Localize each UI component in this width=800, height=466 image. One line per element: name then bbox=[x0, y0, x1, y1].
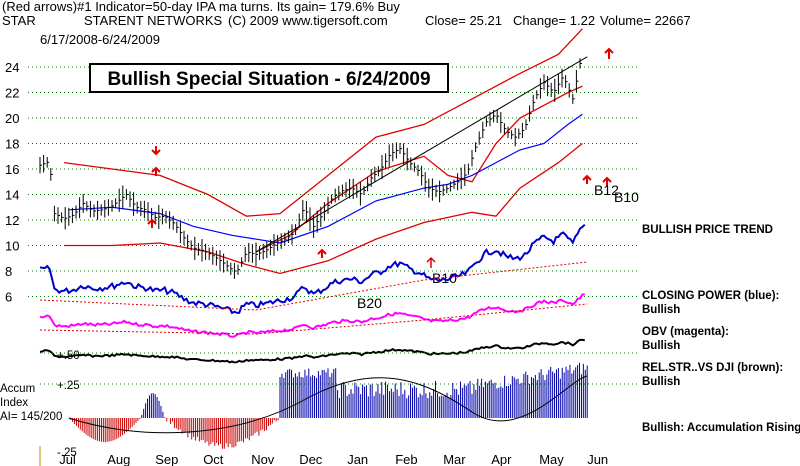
buy-arrow-icon bbox=[317, 248, 327, 258]
buy-arrow-icon bbox=[151, 166, 161, 176]
side-label: CLOSING POWER (blue): bbox=[642, 290, 779, 302]
accum-label: Index bbox=[0, 397, 28, 409]
lower-band-line bbox=[64, 142, 583, 275]
mid-band-line bbox=[255, 85, 583, 253]
side-label: REL.STR..VS DJI (brown): bbox=[642, 362, 783, 374]
header-change: Change= 1.22 bbox=[513, 13, 595, 28]
closing-power-ma-line bbox=[39, 261, 588, 311]
y-tick-label: 24 bbox=[5, 60, 19, 75]
obv-ma-line bbox=[39, 303, 588, 335]
obv-line bbox=[39, 293, 585, 338]
y-tick-label: 12 bbox=[5, 213, 19, 228]
accum-label: Accum bbox=[0, 383, 35, 395]
accum-tick-label: +.50 bbox=[57, 350, 80, 362]
y-tick-label: 14 bbox=[5, 188, 19, 203]
marker-icon bbox=[426, 256, 436, 268]
rel-strength-line bbox=[39, 338, 585, 364]
side-label: Bullish bbox=[642, 376, 680, 388]
indicator-panel bbox=[39, 223, 640, 385]
accumulation-index-panel bbox=[39, 362, 588, 466]
buy-arrow-icon bbox=[147, 218, 157, 228]
accum-tick-label: +.25 bbox=[57, 380, 80, 392]
header-volume: Volume= 22667 bbox=[600, 13, 691, 28]
closing-power-line bbox=[39, 223, 586, 315]
month-label: Aug bbox=[107, 452, 130, 466]
side-label: Bullish bbox=[642, 340, 680, 352]
month-label: Oct bbox=[203, 452, 224, 466]
side-label: BULLISH PRICE TREND bbox=[642, 224, 773, 236]
signal-label: B10 bbox=[614, 189, 639, 205]
side-label: Bullish: Accumulation Rising bbox=[642, 422, 800, 434]
month-label: Feb bbox=[395, 452, 417, 466]
side-label: Bullish bbox=[642, 304, 680, 316]
buy-arrows bbox=[147, 47, 614, 268]
month-label: May bbox=[539, 452, 564, 466]
accum-ma-line bbox=[68, 375, 588, 434]
month-label: Jun bbox=[587, 452, 608, 466]
month-label: Mar bbox=[443, 452, 466, 466]
header-date-range: 6/17/2008-6/24/2009 bbox=[40, 32, 160, 47]
y-tick-label: 18 bbox=[5, 137, 19, 152]
signal-label: B20 bbox=[357, 295, 382, 311]
y-tick-label: 20 bbox=[5, 111, 19, 126]
accum-tick-label: -.25 bbox=[57, 447, 77, 459]
header-company: STARENT NETWORKS bbox=[84, 13, 223, 28]
month-label: Jan bbox=[347, 452, 368, 466]
header-close: Close= 25.21 bbox=[425, 13, 502, 28]
accum-ai-label: AI= 145/200 bbox=[0, 411, 62, 423]
price-panel bbox=[39, 28, 588, 279]
month-label: Jul bbox=[59, 452, 76, 466]
month-axis: Jul Aug Sep Oct Nov Dec Jan Feb Mar Apr May Jun bbox=[59, 452, 608, 466]
title-box bbox=[89, 63, 449, 93]
y-tick-label: 6 bbox=[5, 290, 12, 305]
ma50-line bbox=[68, 113, 583, 244]
y-tick-label: 22 bbox=[5, 86, 19, 101]
chart-title: Bullish Special Situation - 6/24/2009 bbox=[107, 69, 430, 90]
price-bars bbox=[39, 58, 582, 279]
y-tick-label: 10 bbox=[5, 239, 19, 254]
y-tick-label: 16 bbox=[5, 162, 19, 177]
upper-band-line bbox=[63, 28, 583, 217]
sell-arrow-icon bbox=[151, 146, 161, 156]
side-label: OBV (magenta): bbox=[642, 326, 729, 338]
buy-arrow-icon bbox=[602, 176, 612, 186]
month-label: Nov bbox=[251, 452, 275, 466]
price-axis-ticks: 6 8 10 12 14 16 18 20 22 24 bbox=[5, 60, 19, 305]
month-label: Dec bbox=[299, 452, 323, 466]
header-indicator-line: (Red arrows)#1 Indicator=50-day IPA ma t… bbox=[2, 0, 400, 14]
month-label: Sep bbox=[155, 452, 178, 466]
buy-arrow-icon bbox=[582, 174, 592, 184]
header-ticker: STAR bbox=[2, 13, 36, 28]
y-tick-label: 8 bbox=[5, 264, 12, 279]
buy-arrow-icon bbox=[604, 47, 614, 59]
header-copyright: (C) 2009 www.tigersoft.com bbox=[228, 13, 388, 28]
month-label: Apr bbox=[491, 452, 512, 466]
signal-label: B12 bbox=[594, 182, 619, 198]
